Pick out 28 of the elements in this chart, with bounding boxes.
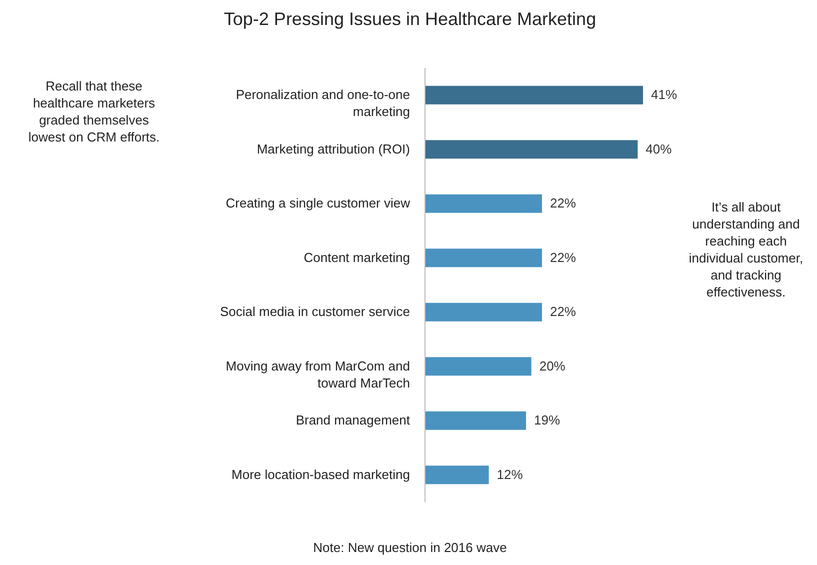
- bar: [425, 357, 532, 376]
- bar: [425, 466, 489, 484]
- data-label: 12%: [496, 466, 524, 482]
- y-tick-label: Content marketing: [304, 250, 410, 265]
- y-tick-label: Social media in customer service: [220, 304, 410, 320]
- y-tick-label: Creating a single customer view: [226, 196, 411, 211]
- bar: [425, 248, 542, 268]
- y-tick-label: Brand management: [296, 412, 410, 428]
- y-tick-label: More location-based marketing: [232, 466, 410, 482]
- text: Recall that these healthcare marketers graded themselves lowest on CRM efforts.: [28, 78, 160, 144]
- y-tick-label: Marketing attribution (ROI): [256, 141, 410, 156]
- bar: [425, 194, 542, 213]
- text: Note: New question in 2016 wave: [313, 540, 507, 555]
- bar: [425, 86, 643, 104]
- data-label: 22%: [550, 304, 576, 320]
- data-label: 20%: [539, 358, 566, 374]
- chart-title: Top-2 Pressing Issues in Healthcare Marketing: [224, 9, 596, 29]
- bar: [425, 302, 542, 322]
- data-label: 22%: [550, 250, 576, 265]
- text: It’s all about understanding and reaching each individual customer, and tracking effectiveness.: [688, 200, 804, 300]
- data-label: 41%: [651, 87, 678, 102]
- bar: [425, 140, 638, 159]
- data-label: 40%: [646, 141, 672, 156]
- bar: [425, 411, 526, 430]
- y-tick-label: Moving away from MarCom and toward MarTech: [226, 358, 410, 390]
- y-tick-label: Peronalization and one-to-one marketing: [236, 87, 410, 120]
- data-label: 22%: [550, 196, 576, 211]
- data-label: 19%: [534, 412, 560, 428]
